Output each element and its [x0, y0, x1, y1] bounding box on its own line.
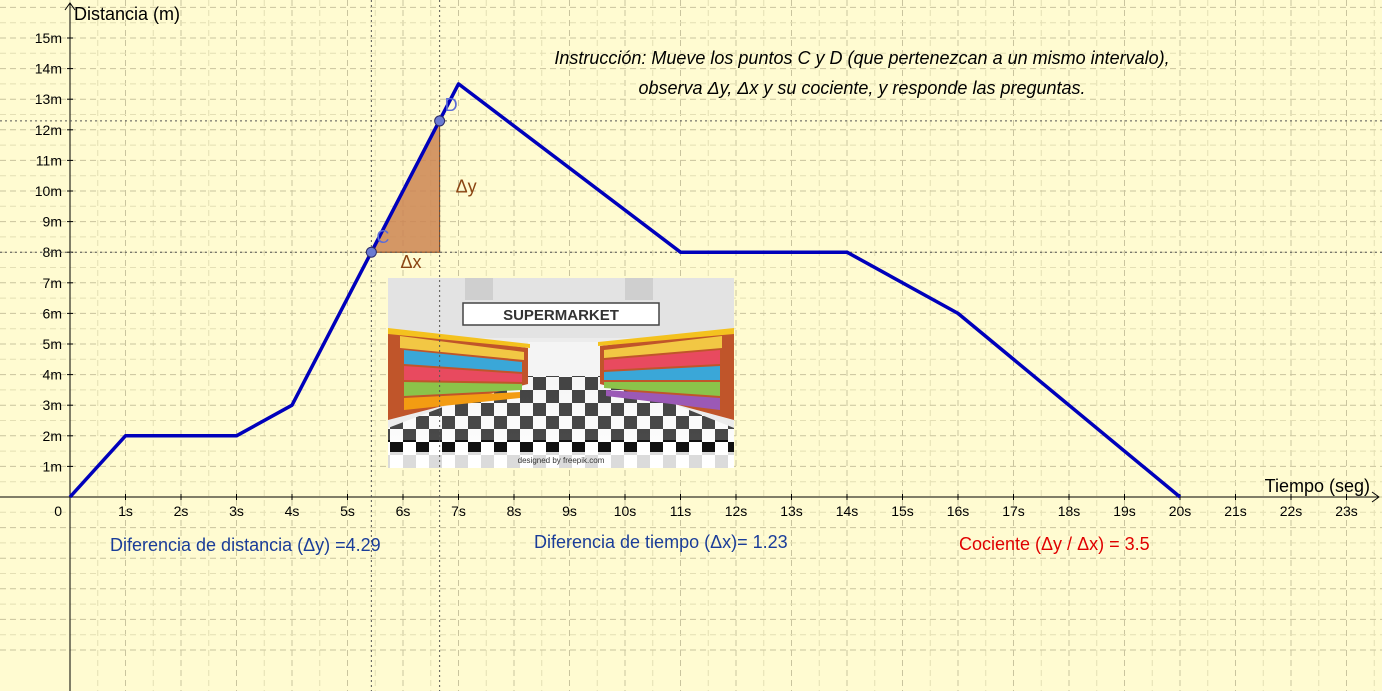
x-tick-label: 12s: [725, 503, 748, 519]
y-tick-label: 15m: [35, 30, 62, 46]
y-tick-label: 13m: [35, 91, 62, 107]
y-tick-label: 14m: [35, 61, 62, 77]
delta-x-label: Δx: [400, 252, 421, 272]
x-tick-label: 17s: [1002, 503, 1025, 519]
x-tick-label: 4s: [285, 503, 300, 519]
y-tick-label: 3m: [43, 397, 62, 413]
x-tick-label: 11s: [670, 503, 692, 519]
y-tick-label: 6m: [43, 305, 62, 321]
y-axis-label: Distancia (m): [74, 4, 180, 24]
origin-label: 0: [54, 503, 62, 519]
instruction-line-2: observa Δy, Δx y su cociente, y responde…: [638, 78, 1085, 98]
x-tick-label: 1s: [118, 503, 133, 519]
x-tick-label: 23s: [1335, 503, 1358, 519]
x-tick-label: 2s: [174, 503, 189, 519]
delta-time-readout: Diferencia de tiempo (Δx)= 1.23: [534, 532, 788, 552]
distance-time-series-line: [68, 82, 1182, 499]
point-d-label: D: [445, 95, 458, 115]
delta-distance-readout: Diferencia de distancia (Δy) =4.29: [110, 535, 381, 555]
x-tick-label: 6s: [396, 503, 411, 519]
instruction-line-1: Instrucción: Mueve los puntos C y D (que…: [554, 48, 1169, 68]
x-tick-label: 9s: [562, 503, 577, 519]
x-tick-label: 20s: [1169, 503, 1192, 519]
point-c-handle[interactable]: [365, 246, 377, 258]
y-tick-label: 8m: [43, 244, 62, 260]
quotient-readout: Cociente (Δy / Δx) = 3.5: [959, 534, 1150, 554]
x-tick-label: 22s: [1280, 503, 1303, 519]
y-tick-label: 9m: [43, 214, 62, 230]
x-tick-label: 8s: [507, 503, 522, 519]
y-tick-label: 5m: [43, 336, 62, 352]
x-tick-label: 21s: [1224, 503, 1247, 519]
x-tick-label: 19s: [1113, 503, 1136, 519]
x-tick-label: 10s: [614, 503, 637, 519]
y-tick-label: 7m: [43, 275, 62, 291]
image-credit: designed by freepik.com: [518, 456, 605, 465]
x-tick-label: 14s: [836, 503, 859, 519]
y-tick-label: 4m: [43, 367, 62, 383]
x-tick-label: 16s: [947, 503, 970, 519]
x-tick-label: 15s: [891, 503, 914, 519]
x-axis-label: Tiempo (seg): [1265, 476, 1370, 496]
y-tick-label: 12m: [35, 122, 62, 138]
tick-labels: 1s 2s 3s 4s 5s 6s 7s 8s 9s 10s 11s 12s 13s 14s 15s 16s 1…: [35, 30, 1358, 519]
delta-y-label: Δy: [456, 177, 477, 197]
supermarket-sign: SUPERMARKET: [503, 307, 619, 324]
x-tick-label: 5s: [340, 503, 355, 519]
y-tick-label: 1m: [43, 458, 62, 474]
x-tick-label: 13s: [780, 503, 803, 519]
x-axis-arrow: [1371, 491, 1380, 503]
point-d-handle[interactable]: [434, 115, 446, 127]
point-c-label: C: [376, 227, 389, 247]
x-tick-label: 3s: [229, 503, 244, 519]
x-tick-label: 7s: [451, 503, 466, 519]
supermarket-image: SUPERMARKET designed by freepik.com: [388, 278, 734, 468]
y-axis-arrow: [64, 2, 76, 11]
y-tick-label: 11m: [36, 152, 62, 168]
x-tick-label: 18s: [1058, 503, 1081, 519]
y-tick-label: 2m: [43, 428, 62, 444]
y-tick-label: 10m: [35, 183, 62, 199]
